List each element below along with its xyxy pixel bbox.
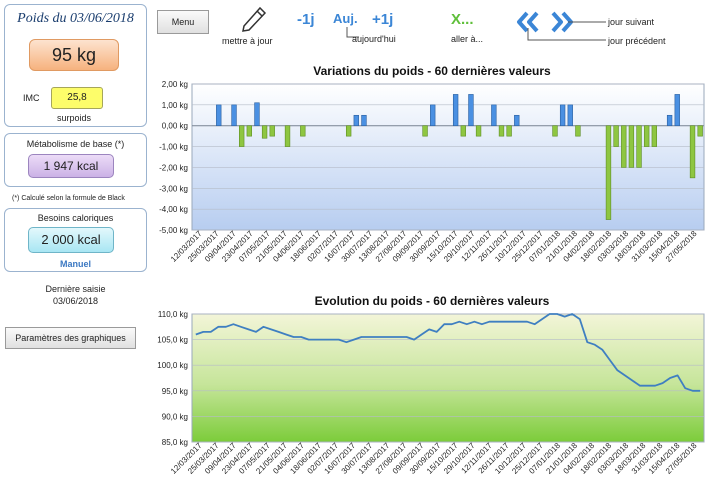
next-day-label: jour suivant bbox=[608, 17, 655, 27]
today-label: aujourd'hui bbox=[352, 34, 396, 44]
variation-bar bbox=[231, 104, 237, 127]
variation-bar bbox=[506, 125, 512, 137]
next-day-button[interactable]: +1j bbox=[372, 11, 394, 28]
variation-bar bbox=[689, 125, 696, 179]
variation-bar bbox=[651, 125, 657, 147]
evolution-y-tick-label: 85,0 kg bbox=[162, 438, 188, 447]
imc-value: 25,8 bbox=[51, 87, 103, 109]
nav-connectors bbox=[527, 21, 606, 41]
caloric-needs-label: Besoins caloriques bbox=[37, 213, 114, 223]
goto-button[interactable]: X... bbox=[451, 11, 474, 28]
previous-day-label: jour précédent bbox=[608, 36, 666, 46]
metabolism-note: (*) Calculé selon la formule de Black bbox=[12, 195, 125, 202]
variation-bar bbox=[636, 125, 642, 168]
variation-y-tick-label: -1,00 kg bbox=[159, 143, 188, 152]
weight-panel: Poids du 03/06/2018 95 kg IMC 25,8 surpo… bbox=[4, 4, 147, 127]
variation-bar bbox=[674, 94, 680, 127]
chart-settings-button[interactable]: Paramètres des graphiques bbox=[5, 327, 136, 349]
weight-date-title: Poids du 03/06/2018 bbox=[17, 11, 134, 26]
imc-label: IMC bbox=[23, 93, 40, 103]
variation-bar bbox=[361, 114, 367, 127]
edit-button[interactable]: mettre à jour bbox=[222, 4, 284, 46]
evolution-y-tick-label: 100,0 kg bbox=[157, 361, 188, 370]
today-connector bbox=[346, 27, 359, 38]
variation-bar bbox=[498, 125, 505, 137]
variation-bar bbox=[300, 125, 306, 137]
variation-bar bbox=[430, 104, 436, 127]
caloric-needs-mode: Manuel bbox=[59, 259, 91, 269]
variation-chart: 2,00 kg 1,00 kg 0,00 kg -1,00 kg -2,00 kg -3,… bbox=[159, 80, 705, 264]
variation-plot-area bbox=[191, 83, 705, 231]
caloric-needs-panel[interactable]: Besoins caloriques 2 000 kcal Manuel bbox=[4, 208, 147, 272]
pencil-icon bbox=[242, 6, 267, 32]
weight-value: 95 kg bbox=[29, 39, 119, 71]
variation-bar bbox=[666, 114, 673, 127]
variation-bar bbox=[284, 125, 291, 147]
evolution-y-tick-label: 95,0 kg bbox=[162, 387, 188, 396]
variation-bar bbox=[613, 125, 619, 147]
previous-day-button[interactable]: -1j bbox=[297, 11, 315, 28]
goto-label: aller à... bbox=[451, 34, 484, 44]
previous-day-double-chevron-icon[interactable] bbox=[515, 10, 541, 34]
evolution-y-tick-label: 105,0 kg bbox=[157, 336, 188, 345]
variation-bar bbox=[605, 125, 612, 220]
variation-bar bbox=[246, 125, 252, 137]
variation-bar bbox=[552, 125, 558, 137]
variation-bar bbox=[452, 94, 459, 127]
variation-bar bbox=[621, 125, 627, 168]
variation-y-tick-label: -4,00 kg bbox=[159, 205, 188, 214]
variation-bar bbox=[475, 125, 482, 137]
last-entry-label: Dernière saisie bbox=[45, 284, 106, 294]
metabolism-panel: Métabolisme de base (*) 1 947 kcal bbox=[4, 133, 147, 187]
variation-bar bbox=[644, 125, 650, 147]
caloric-needs-value[interactable]: 2 000 kcal bbox=[28, 227, 114, 253]
today-button[interactable]: Auj. bbox=[333, 11, 358, 26]
variation-bar bbox=[353, 114, 359, 127]
evolution-y-tick-label: 110,0 kg bbox=[158, 310, 188, 319]
variation-bar bbox=[514, 114, 520, 127]
variation-bar bbox=[239, 125, 245, 147]
variation-bar bbox=[628, 125, 635, 168]
variation-bar bbox=[559, 104, 566, 127]
evolution-chart: 110,0 kg 105,0 kg 100,0 kg 95,0 kg 90,0 kg 85… bbox=[157, 310, 705, 476]
variation-bar bbox=[567, 104, 573, 127]
variation-bar bbox=[269, 125, 275, 137]
variation-bar bbox=[216, 104, 222, 127]
variation-bar bbox=[261, 125, 268, 139]
variation-y-tick-label: -5,00 kg bbox=[159, 226, 188, 235]
menu-button[interactable]: Menu bbox=[157, 10, 209, 34]
variation-chart-title: Variations du poids - 60 dernières valeu… bbox=[313, 64, 551, 78]
variation-y-tick-label: 2,00 kg bbox=[162, 80, 188, 89]
variation-bar bbox=[491, 104, 497, 127]
variation-bar bbox=[575, 125, 581, 137]
last-entry-date: 03/06/2018 bbox=[52, 296, 99, 306]
variation-bar bbox=[460, 125, 466, 137]
evolution-weight-line bbox=[195, 313, 701, 392]
variation-y-tick-label: 1,00 kg bbox=[162, 101, 188, 110]
variation-bar bbox=[254, 102, 260, 127]
edit-label: mettre à jour bbox=[222, 36, 273, 46]
variation-bar bbox=[422, 125, 428, 137]
metabolism-label: Métabolisme de base (*) bbox=[26, 139, 125, 149]
variation-y-tick-label: -2,00 kg bbox=[159, 163, 188, 172]
variation-bar bbox=[697, 125, 703, 137]
imc-status: surpoids bbox=[57, 113, 92, 123]
evolution-plot-area bbox=[191, 313, 705, 443]
metabolism-value: 1 947 kcal bbox=[28, 154, 114, 178]
variation-y-tick-label: -3,00 kg bbox=[159, 184, 188, 193]
variation-bar bbox=[345, 125, 352, 137]
variation-bar bbox=[468, 94, 474, 127]
evolution-y-tick-label: 90,0 kg bbox=[162, 412, 188, 421]
variation-y-tick-label: 0,00 kg bbox=[162, 122, 188, 131]
evolution-chart-title: Evolution du poids - 60 dernières valeur… bbox=[314, 294, 550, 308]
